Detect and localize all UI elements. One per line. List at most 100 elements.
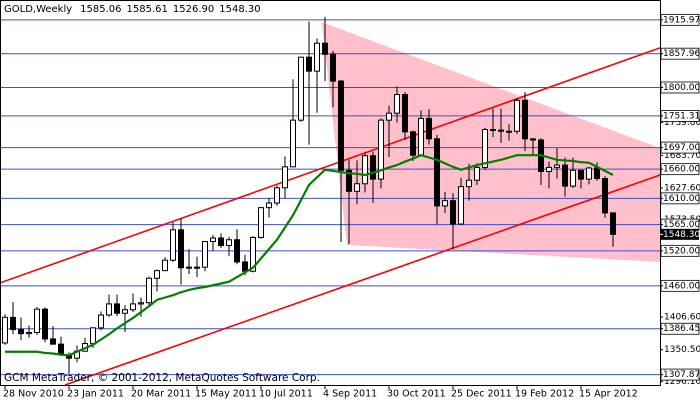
chart-header: GOLD,Weekly 1585.06 1585.61 1526.90 1548.30 <box>4 4 261 15</box>
candle-body <box>242 261 248 272</box>
header-open: 1585.06 <box>80 4 121 15</box>
candle-body <box>290 119 296 168</box>
candle-body <box>306 56 312 72</box>
plot-border <box>0 0 661 386</box>
candle-body <box>138 302 144 305</box>
plot-area <box>0 16 660 385</box>
candle-body <box>154 270 160 279</box>
triangle-shape <box>321 22 660 262</box>
candle-body <box>610 212 616 235</box>
candle-body <box>578 169 584 180</box>
level-label: 1460.00 <box>663 281 700 291</box>
level-label: 1857.96 <box>663 49 700 59</box>
x-tick-label: 19 Feb 2012 <box>515 389 574 400</box>
header-low: 1526.90 <box>173 4 214 15</box>
level-label: 1697.00 <box>663 143 700 153</box>
candle-body <box>594 167 600 179</box>
candle-body <box>434 138 440 207</box>
level-label: 1800.00 <box>663 83 700 93</box>
candle-body <box>338 80 344 171</box>
x-tick-label: 10 Jul 2011 <box>259 389 313 400</box>
candle-body <box>34 308 40 333</box>
candle-body <box>130 303 136 311</box>
candle-body <box>570 169 576 187</box>
x-tick-label: 15 May 2011 <box>195 389 257 400</box>
candle-body <box>274 187 280 204</box>
candle-body <box>562 164 568 187</box>
candle-body <box>514 99 520 132</box>
candle-body <box>90 327 96 345</box>
candle-body <box>418 117 424 156</box>
candle-body <box>410 131 416 156</box>
level-label: 1565.00 <box>663 220 700 230</box>
candle-body <box>50 338 56 345</box>
current-price-label: 1548.30 <box>663 230 700 240</box>
candle-body <box>202 241 208 268</box>
candle-body <box>450 200 456 225</box>
candle-body <box>522 99 528 140</box>
candle-body <box>26 332 32 335</box>
candle-body <box>98 314 104 329</box>
y-tick-label: 1627.60 <box>664 184 700 194</box>
header-high: 1585.61 <box>127 4 168 15</box>
candle-body <box>170 229 176 261</box>
x-tick-label: 20 Mar 2011 <box>131 389 191 400</box>
candle-body <box>322 42 328 55</box>
candle-body <box>178 229 184 269</box>
footer: GCM MetaTrader, © 2001-2012, MetaQuotes … <box>4 372 320 384</box>
candle-body <box>442 200 448 207</box>
candle-body <box>266 202 272 209</box>
candle-body <box>482 129 488 168</box>
x-tick-label: 30 Oct 2011 <box>387 389 446 400</box>
candle-body <box>2 316 8 344</box>
y-tick-label: 1350.50 <box>664 345 700 355</box>
candle-body <box>18 329 24 335</box>
candle-body <box>466 179 472 188</box>
level-label: 1610.00 <box>663 194 700 204</box>
x-tick-label: 25 Dec 2011 <box>451 389 512 400</box>
candle-body <box>122 309 128 314</box>
candle-body <box>402 94 408 133</box>
candle-body <box>258 207 264 238</box>
candle-body <box>250 236 256 272</box>
x-tick-label: 23 Jan 2011 <box>67 389 124 400</box>
trendline <box>0 47 660 284</box>
candle-body <box>42 308 48 340</box>
y-tick-label: 1683.70 <box>664 151 700 161</box>
candle-body <box>226 239 232 247</box>
candle-body <box>386 112 392 121</box>
candle-body <box>426 117 432 140</box>
candle-body <box>346 169 352 192</box>
x-tick-label: 4 Sep 2011 <box>323 389 377 400</box>
candle-body <box>162 259 168 272</box>
x-tick-label: 15 Apr 2012 <box>579 389 638 400</box>
level-label: 1520.00 <box>663 246 700 256</box>
candle-body <box>210 237 216 242</box>
candle-body <box>234 239 240 263</box>
candle-body <box>282 166 288 189</box>
candle-body <box>218 237 224 247</box>
candle-body <box>362 155 368 185</box>
candle-body <box>586 167 592 180</box>
candle-body <box>546 166 552 173</box>
candle-body <box>146 277 152 304</box>
candle-body <box>554 164 560 168</box>
candle-body <box>474 166 480 181</box>
chart-title: GOLD,Weekly <box>4 4 72 15</box>
candle-body <box>354 183 360 192</box>
candle-body <box>490 129 496 131</box>
header-close: 1548.30 <box>219 4 260 15</box>
current-price-box <box>661 228 699 240</box>
candle-body <box>602 178 608 214</box>
level-label: 1751.31 <box>663 111 700 121</box>
y-tick-label: 1296.10 <box>664 377 700 387</box>
moving-average-line <box>5 153 614 357</box>
candle-body <box>106 303 112 316</box>
level-label: 1307.87 <box>663 370 700 380</box>
candle-body <box>394 94 400 114</box>
candle-body <box>194 266 200 269</box>
candle-body <box>186 266 192 269</box>
